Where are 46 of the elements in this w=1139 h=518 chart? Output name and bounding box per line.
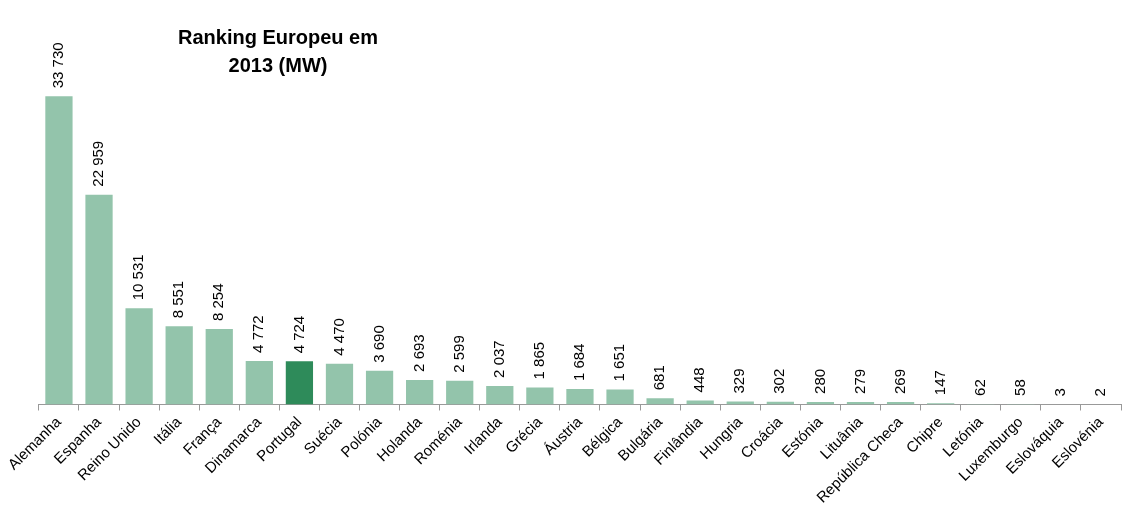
data-label: 4 470 (329, 318, 347, 356)
data-label: 1 684 (570, 343, 588, 382)
bar (45, 96, 73, 405)
bar (686, 400, 714, 405)
data-label: 3 690 (369, 325, 387, 363)
bar (726, 401, 754, 405)
data-label: 3 (1051, 388, 1069, 397)
bar (205, 329, 233, 405)
data-label: 280 (810, 368, 828, 394)
data-label: 58 (1010, 379, 1028, 396)
data-label: 329 (730, 368, 748, 394)
data-label: 269 (890, 369, 908, 395)
bar (365, 370, 394, 405)
bar (446, 380, 474, 405)
bar (85, 194, 113, 405)
data-label: 2 693 (409, 334, 427, 372)
data-label: 62 (970, 379, 988, 396)
bar (165, 326, 193, 405)
bar (566, 389, 594, 405)
data-label: 10 531 (129, 254, 147, 301)
data-label: 22 959 (89, 140, 107, 187)
data-label: 147 (930, 370, 948, 396)
data-label: 1 651 (610, 343, 628, 382)
data-label: 2 (1091, 388, 1109, 397)
bar (325, 363, 354, 405)
bar (285, 361, 314, 405)
chart-title: Ranking Europeu em 2013 (MW) (177, 25, 379, 76)
bar (125, 308, 153, 405)
bar (606, 389, 634, 405)
bar (646, 398, 674, 405)
data-label: 8 254 (209, 283, 227, 322)
data-label: 4 772 (249, 315, 267, 353)
data-label: 8 551 (169, 280, 187, 319)
data-label: 4 724 (289, 315, 307, 354)
data-label: 448 (690, 367, 708, 393)
bar (526, 387, 554, 405)
data-label: 681 (650, 365, 668, 391)
bar (245, 360, 273, 405)
bar (486, 385, 514, 405)
data-label: 302 (770, 368, 788, 394)
data-label: 2 037 (489, 340, 507, 378)
data-label: 2 599 (449, 335, 467, 373)
data-label: 33 730 (49, 42, 67, 89)
data-label: 1 865 (530, 341, 548, 380)
data-label: 279 (850, 368, 868, 394)
bar (406, 379, 434, 405)
